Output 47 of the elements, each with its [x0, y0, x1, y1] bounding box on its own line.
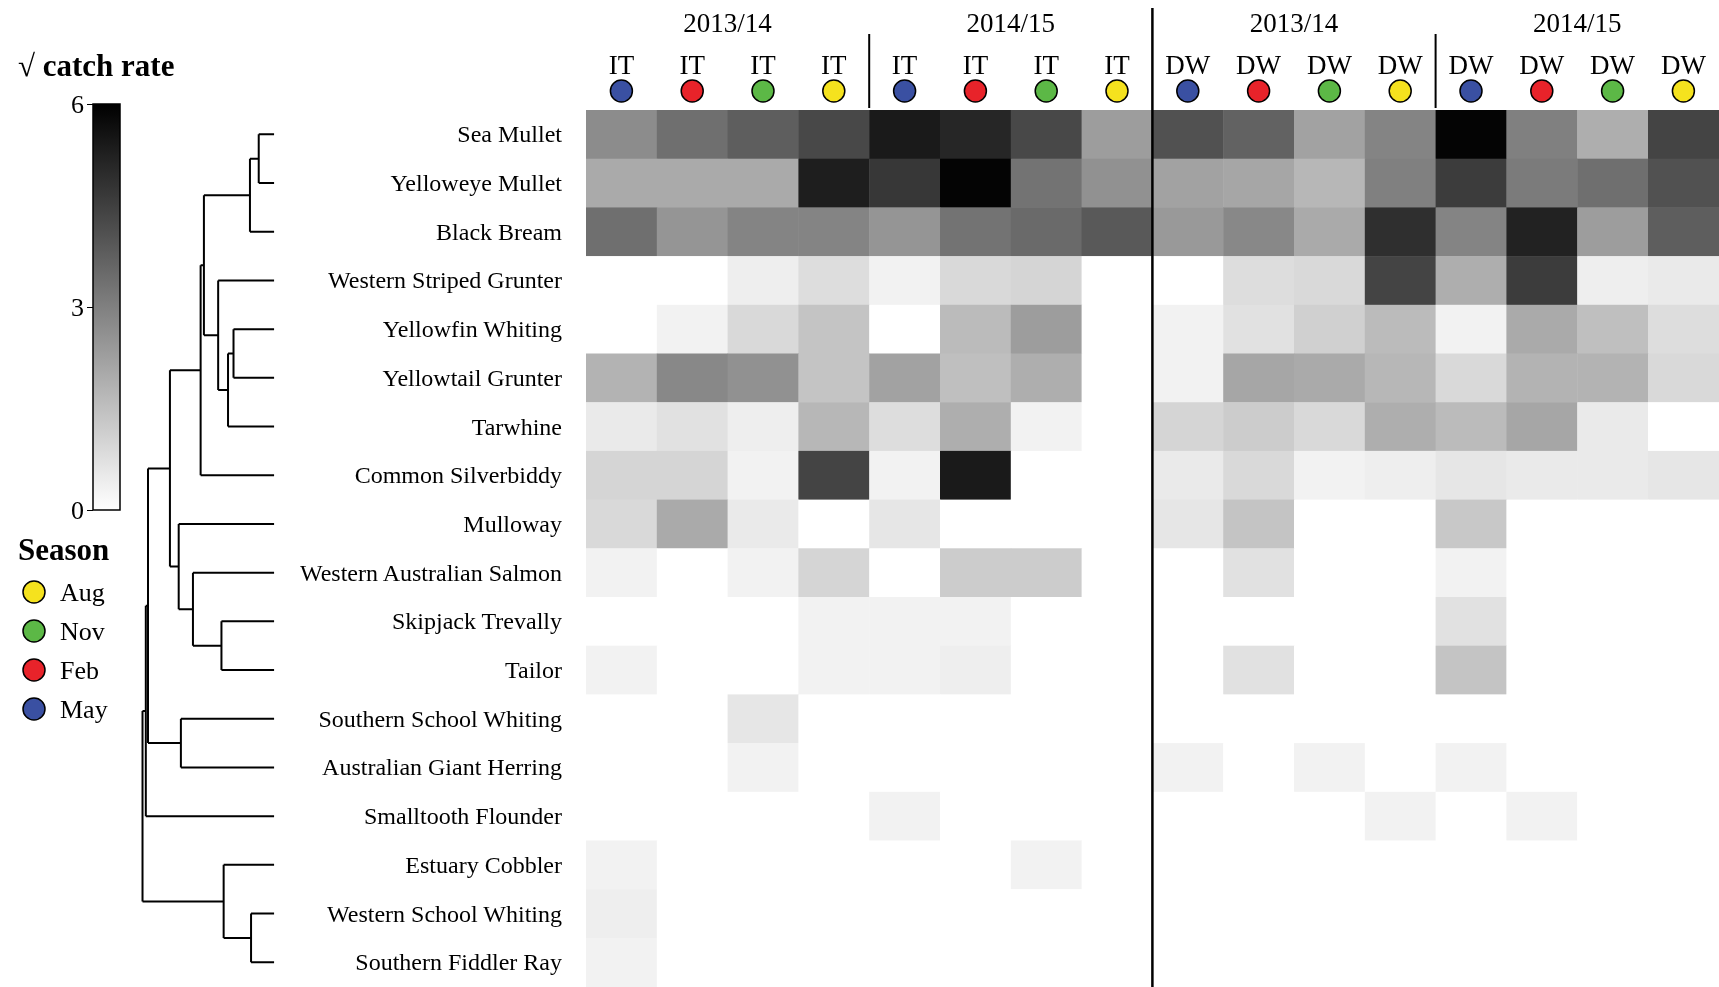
y-tick-label: Australian Giant Herring: [322, 754, 562, 781]
color-bar-title: √ catch rate: [18, 48, 175, 83]
y-tick-label: Southern School Whiting: [318, 705, 562, 732]
x-tick-label: IT: [821, 50, 848, 80]
y-tick-label: Yellowfin Whiting: [382, 316, 562, 343]
text: 2013/14: [683, 8, 773, 38]
x-tick-label: DW: [1519, 50, 1565, 80]
y-tick-label: Skipjack Trevally: [391, 608, 562, 635]
x-tick-label: IT: [1104, 50, 1131, 80]
x-tick-label: IT: [679, 50, 706, 80]
y-tick-label: Western School Whiting: [327, 900, 562, 927]
x-tick-label: IT: [891, 50, 918, 80]
x-tick-label: DW: [1590, 50, 1636, 80]
x-tick-label: IT: [750, 50, 777, 80]
text: 2013/14: [1249, 8, 1339, 38]
color-bar-label: 0: [71, 495, 84, 525]
x-tick-label: DW: [1306, 50, 1353, 80]
color-bar-label: 3: [71, 292, 84, 322]
y-tick-label: Southern Fiddler Ray: [355, 949, 562, 976]
x-tick-label: DW: [1377, 50, 1424, 80]
y-tick-label: Sea Mullet: [457, 121, 563, 148]
x-tick-label: DW: [1448, 50, 1495, 80]
color-bar-label: 6: [71, 89, 84, 119]
text: 2014/15: [966, 8, 1056, 38]
y-tick-label: Common Silverbiddy: [354, 462, 562, 489]
y-tick-label: Smalltooth Flounder: [364, 803, 563, 830]
text: Season: [18, 532, 110, 567]
x-tick-label: DW: [1236, 50, 1282, 80]
text: 2014/15: [1532, 8, 1622, 38]
y-tick-label: Mulloway: [463, 510, 562, 537]
y-tick-label: Black Bream: [436, 218, 563, 245]
y-tick-label: Western Australian Salmon: [299, 559, 562, 586]
x-tick-label: DW: [1660, 50, 1707, 80]
category-label: Feb: [60, 656, 99, 685]
category-label: May: [60, 695, 108, 724]
y-tick-label: Yellowtail Grunter: [382, 364, 562, 391]
y-tick-label: Tailor: [505, 657, 562, 684]
y-tick-label: Estuary Cobbler: [405, 851, 562, 878]
category-label: Nov: [60, 617, 105, 646]
x-tick-label: IT: [962, 50, 989, 80]
y-tick-label: Tarwhine: [471, 413, 562, 440]
y-tick-label: Yelloweye Mullet: [390, 170, 563, 197]
x-tick-label: DW: [1165, 50, 1211, 80]
category-label: Aug: [60, 578, 105, 607]
y-tick-label: Western Striped Grunter: [328, 267, 563, 294]
x-tick-label: IT: [608, 50, 635, 80]
x-tick-label: IT: [1033, 50, 1060, 80]
